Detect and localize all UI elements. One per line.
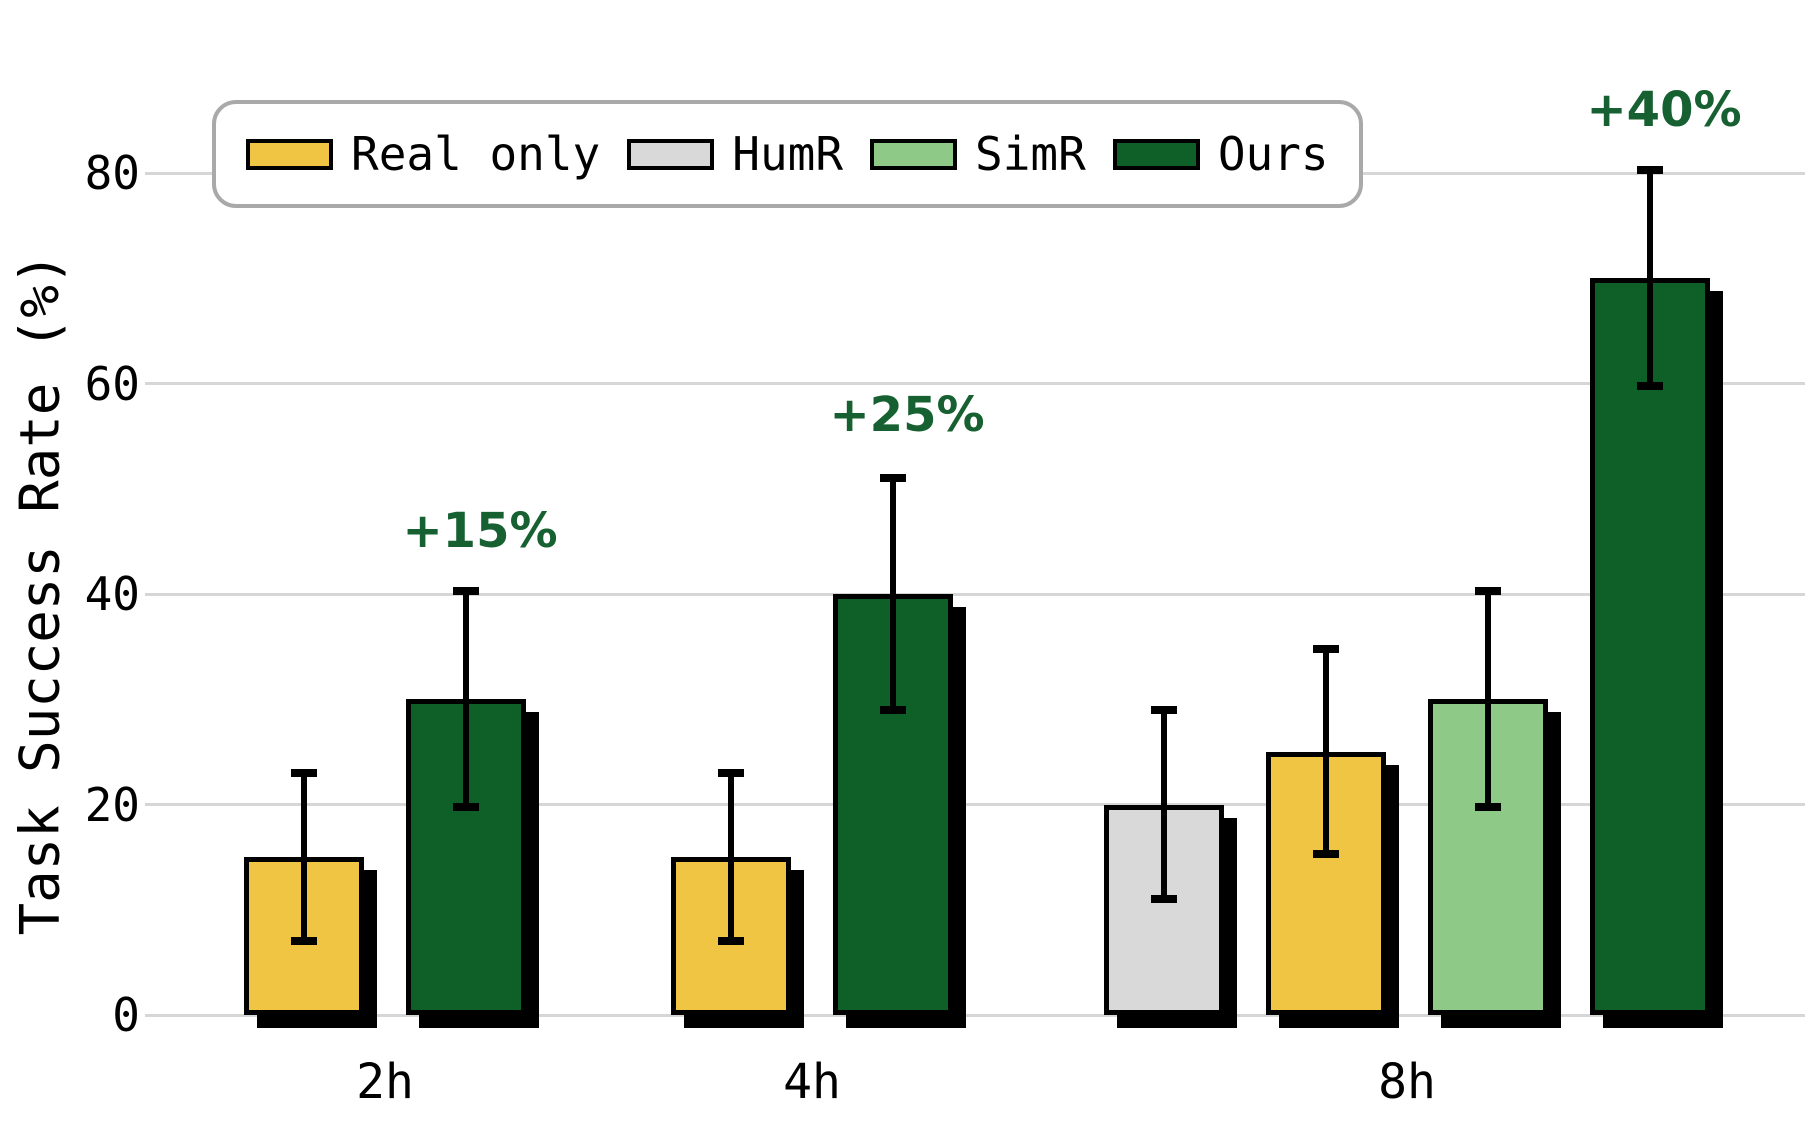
- annotation-+40%: +40%: [1586, 81, 1742, 138]
- annotation-+15%: +15%: [402, 502, 558, 559]
- error-stem: [1323, 649, 1329, 855]
- error-cap-top: [880, 474, 906, 483]
- error-stem: [890, 478, 896, 710]
- y-tick-mark-40: [145, 592, 163, 596]
- y-tick-label-40: 40: [84, 567, 140, 621]
- error-cap-top: [291, 768, 317, 777]
- error-stem: [463, 591, 469, 808]
- error-stem: [1647, 170, 1653, 387]
- error-cap-bottom: [1475, 803, 1501, 812]
- legend-item-humr: HumR: [627, 131, 843, 177]
- x-tick-label-4h: 4h: [783, 1054, 841, 1110]
- error-cap-top: [453, 587, 479, 596]
- legend-swatch-ours: [1112, 138, 1200, 170]
- legend-label-ours: Ours: [1217, 127, 1329, 181]
- gridline-0: [163, 1013, 1805, 1017]
- y-tick-mark-20: [145, 803, 163, 806]
- y-tick-mark-60: [145, 382, 163, 385]
- error-stem: [728, 772, 734, 942]
- legend-item-simr: SimR: [870, 131, 1086, 177]
- x-tick-label-8h: 8h: [1378, 1054, 1436, 1110]
- error-cap-bottom: [718, 937, 744, 946]
- legend-item-real-only: Real only: [246, 131, 600, 177]
- annotation-+25%: +25%: [829, 387, 985, 444]
- legend-label-simr: SimR: [975, 127, 1086, 181]
- legend: Real only HumR SimR Ours: [212, 100, 1363, 208]
- error-cap-bottom: [1637, 382, 1663, 391]
- error-cap-top: [1475, 587, 1501, 596]
- x-tick-label-2h: 2h: [356, 1054, 414, 1110]
- y-tick-label-60: 60: [84, 356, 140, 411]
- gridline-60: [163, 382, 1805, 385]
- error-cap-top: [1313, 645, 1339, 654]
- gridline-40: [163, 592, 1805, 596]
- legend-swatch-humr: [627, 138, 715, 170]
- bar-Ours-8h: [1590, 278, 1710, 1015]
- legend-label-real-only: Real only: [351, 127, 601, 181]
- y-tick-label-0: 0: [112, 988, 140, 1042]
- error-cap-bottom: [291, 937, 317, 946]
- error-cap-top: [1151, 705, 1177, 714]
- error-cap-bottom: [1313, 850, 1339, 859]
- y-tick-label-80: 80: [84, 146, 140, 200]
- y-tick-mark-80: [145, 171, 163, 175]
- legend-swatch-simr: [870, 138, 958, 170]
- error-cap-top: [1637, 166, 1663, 175]
- y-tick-mark-0: [145, 1013, 163, 1017]
- error-stem: [1485, 591, 1491, 808]
- error-cap-bottom: [1151, 895, 1177, 904]
- legend-swatch-real-only: [246, 138, 333, 170]
- y-tick-label-20: 20: [84, 777, 140, 832]
- error-cap-bottom: [880, 705, 906, 714]
- legend-item-ours: Ours: [1112, 127, 1329, 181]
- legend-label-humr: HumR: [732, 127, 844, 181]
- error-cap-top: [718, 768, 744, 777]
- error-stem: [301, 772, 307, 942]
- error-cap-bottom: [453, 803, 479, 812]
- gridline-20: [163, 803, 1805, 806]
- error-stem: [1161, 709, 1167, 900]
